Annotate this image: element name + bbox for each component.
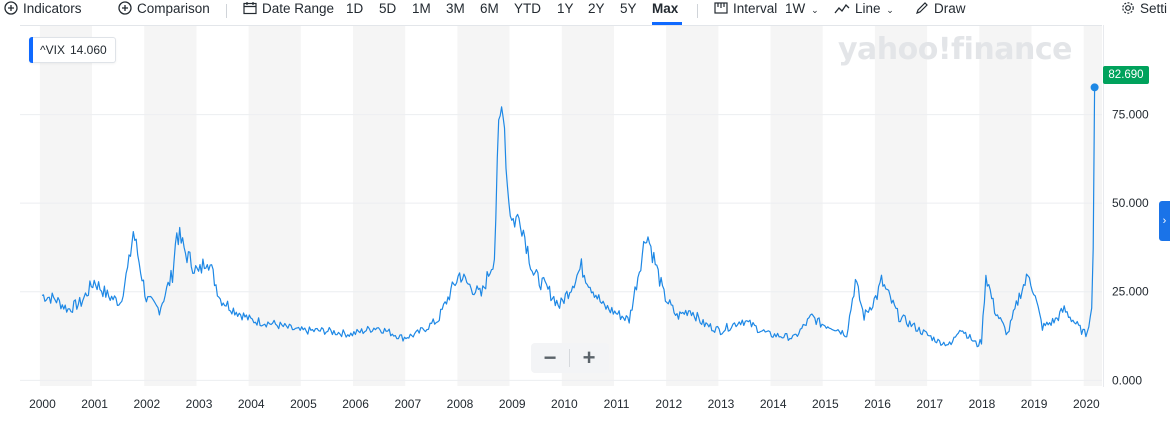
symbol-value: 14.060 — [69, 43, 107, 57]
chart-toolbar: Indicators Comparison Date Range 1D 5D 1… — [0, 0, 1170, 22]
grid-lines — [20, 114, 1102, 381]
zoom-divider — [569, 349, 570, 367]
draw-button[interactable]: Draw — [915, 1, 966, 18]
x-tick-label: 2016 — [864, 397, 891, 411]
x-tick-label: 2008 — [447, 397, 474, 411]
settings-label: Setti — [1140, 1, 1168, 16]
x-tick-label: 2012 — [655, 397, 682, 411]
plus-circle-icon — [4, 1, 18, 18]
range-2y[interactable]: 2Y — [588, 1, 605, 16]
y-tick-label: 25.000 — [1112, 285, 1149, 299]
year-band — [979, 26, 1032, 386]
selected-range-indicator — [652, 22, 682, 25]
line-chart-icon — [834, 1, 850, 18]
calendar-icon — [243, 1, 257, 18]
year-bands — [39, 26, 1102, 386]
comparison-button[interactable]: Comparison — [118, 1, 210, 18]
plus-circle-icon — [118, 1, 132, 18]
y-tick-label: 75.000 — [1112, 108, 1149, 122]
interval-label: Interval — [733, 1, 778, 16]
symbol-name: ^VIX — [40, 43, 65, 57]
year-band — [457, 26, 510, 386]
indicators-button[interactable]: Indicators — [4, 1, 82, 18]
range-1y[interactable]: 1Y — [557, 1, 574, 16]
date-range-button[interactable]: Date Range — [243, 1, 334, 18]
range-max[interactable]: Max — [652, 1, 679, 16]
x-tick-label: 2019 — [1021, 397, 1048, 411]
toolbar-divider — [226, 4, 227, 18]
y-axis-line — [1103, 25, 1104, 387]
x-tick-label: 2001 — [81, 397, 108, 411]
series-line-vix — [41, 87, 1096, 348]
range-6m[interactable]: 6M — [480, 1, 499, 16]
interval-value: 1W — [785, 1, 806, 16]
year-band — [666, 26, 719, 386]
range-3m[interactable]: 3M — [446, 1, 465, 16]
x-tick-label: 2017 — [916, 397, 943, 411]
year-band — [144, 26, 197, 386]
range-1m[interactable]: 1M — [412, 1, 431, 16]
x-tick-label: 2002 — [133, 397, 160, 411]
gear-icon — [1121, 1, 1135, 18]
x-tick-label: 2011 — [604, 397, 630, 411]
interval-dropdown[interactable]: Interval 1W ⌄ — [714, 1, 819, 18]
symbol-legend[interactable]: ^VIX 14.060 — [29, 37, 116, 63]
x-tick-label: 2013 — [708, 397, 735, 411]
date-range-label: Date Range — [262, 1, 335, 16]
x-tick-label: 2007 — [394, 397, 421, 411]
draw-label: Draw — [934, 1, 966, 16]
chart-type-dropdown[interactable]: Line ⌄ — [834, 1, 894, 18]
year-band — [353, 26, 406, 386]
last-price-badge: 82.690 — [1103, 66, 1149, 84]
y-axis-ticks: 0.000 25.000 50.000 75.000 — [1112, 108, 1149, 388]
pencil-icon — [915, 1, 929, 18]
chevron-down-icon: ⌄ — [811, 5, 819, 15]
x-tick-label: 2000 — [29, 397, 56, 411]
indicators-label: Indicators — [23, 1, 82, 16]
comparison-label: Comparison — [137, 1, 210, 16]
zoom-controls: − + — [531, 343, 609, 373]
x-tick-label: 2009 — [499, 397, 526, 411]
last-price-dot — [1090, 83, 1099, 92]
year-band — [248, 26, 301, 386]
ruler-icon — [714, 1, 728, 18]
year-band — [39, 26, 93, 386]
y-tick-label: 0.000 — [1112, 373, 1142, 387]
year-band — [770, 26, 823, 386]
x-tick-label: 2006 — [342, 397, 369, 411]
y-tick-label: 50.000 — [1112, 196, 1149, 210]
chevron-down-icon: ⌄ — [886, 5, 894, 15]
range-5y[interactable]: 5Y — [620, 1, 637, 16]
expand-panel-button[interactable]: › — [1159, 201, 1170, 241]
x-tick-label: 2003 — [186, 397, 213, 411]
x-tick-label: 2004 — [238, 397, 265, 411]
watermark: yahoo!finance — [838, 32, 1072, 67]
zoom-out-button[interactable]: − — [543, 345, 557, 370]
range-ytd[interactable]: YTD — [514, 1, 541, 16]
x-axis-ticks: 2000 2001 2002 2003 2004 2005 2006 2007 2008 2009… — [29, 397, 1100, 411]
range-1d[interactable]: 1D — [346, 1, 364, 16]
x-tick-label: 2005 — [290, 397, 317, 411]
year-band — [1083, 26, 1102, 386]
settings-button[interactable]: Setti — [1121, 1, 1167, 18]
x-tick-label: 2014 — [760, 397, 787, 411]
x-tick-label: 2015 — [812, 397, 839, 411]
x-tick-label: 2018 — [969, 397, 996, 411]
x-tick-label: 2020 — [1073, 397, 1100, 411]
line-label: Line — [855, 1, 881, 16]
range-5d[interactable]: 5D — [379, 1, 397, 16]
toolbar-divider-line — [20, 25, 1102, 26]
zoom-in-button[interactable]: + — [582, 345, 596, 370]
x-tick-label: 2010 — [551, 397, 578, 411]
toolbar-divider — [697, 4, 698, 18]
chevron-right-icon: › — [1162, 215, 1167, 227]
year-band — [874, 26, 928, 386]
year-band — [561, 26, 614, 386]
